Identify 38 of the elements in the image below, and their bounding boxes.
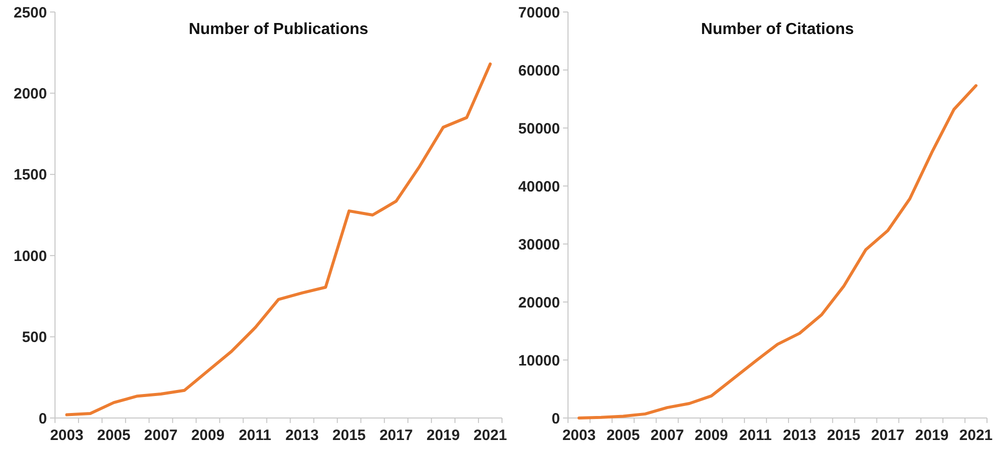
text: Number of Citations (701, 21, 854, 38)
y-tick-label: 0 (38, 410, 47, 428)
x-tick-label: 2013 (285, 427, 319, 444)
x-tick-label: 2017 (871, 427, 904, 444)
y-tick-label: 2000 (14, 85, 47, 102)
x-tick-label: 2003 (562, 427, 596, 444)
y-tick-label: 0 (552, 410, 560, 428)
y-tick-label: 40000 (518, 178, 560, 196)
x-tick-label: 2011 (739, 427, 772, 444)
y-tick-label: 50000 (518, 120, 560, 138)
x-tick-label: 2015 (332, 427, 366, 444)
x-tick-label: 2009 (191, 427, 225, 444)
y-tick-label: 1500 (14, 166, 47, 184)
x-tick-label: 2007 (144, 427, 178, 444)
x-tick-label: 2007 (650, 427, 684, 444)
x-tick-label: 2003 (50, 427, 84, 444)
y-tick-label: 1000 (14, 248, 47, 265)
x-tick-label: 2017 (379, 427, 413, 444)
y-tick-label: 70000 (518, 4, 560, 22)
y-tick-label: 10000 (518, 352, 560, 370)
x-tick-label: 2019 (915, 427, 949, 444)
x-tick-label: 2021 (959, 427, 993, 444)
line-series (65, 62, 492, 416)
y-tick-label: 30000 (518, 236, 560, 254)
x-tick-label: 2005 (97, 427, 131, 444)
y-tick-label: 500 (22, 329, 47, 346)
line-series (578, 84, 978, 420)
x-tick-label: 2005 (606, 427, 640, 444)
x-tick-label: 2019 (426, 427, 460, 444)
x-tick-label: 2021 (474, 427, 507, 444)
x-tick-label: 2013 (782, 427, 816, 444)
y-tick-label: 2500 (14, 4, 47, 22)
x-tick-label: 2011 (238, 427, 272, 444)
text: Number of Publications (188, 21, 368, 38)
y-tick-label: 60000 (518, 62, 560, 80)
x-tick-label: 2009 (694, 427, 728, 444)
y-tick-label: 20000 (518, 294, 560, 312)
x-tick-label: 2015 (826, 427, 860, 444)
